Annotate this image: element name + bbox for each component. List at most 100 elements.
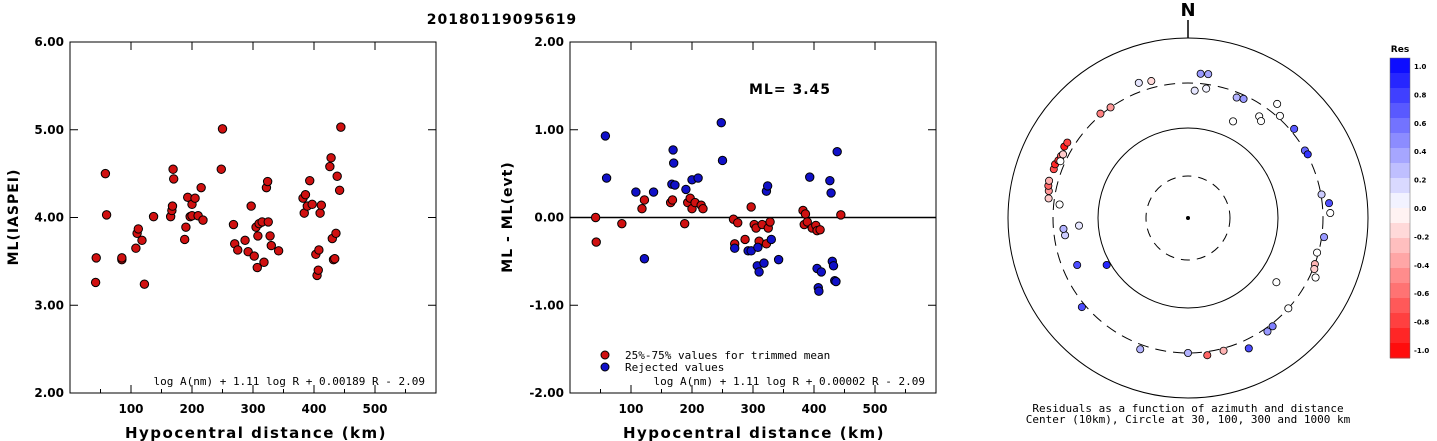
- epicenter-marker: [1186, 216, 1190, 220]
- station-point: [1055, 200, 1064, 209]
- station-point: [1134, 78, 1143, 87]
- residual-vs-distance-plot: 100 200 300 400 500 -2.00 -1.00 0.00 1.00 2.00 ML…: [500, 35, 937, 441]
- y-tick-label: 6.00: [34, 35, 64, 49]
- colorbar-frame: [1389, 57, 1411, 359]
- data-point: [259, 257, 269, 267]
- data-point: [313, 265, 323, 275]
- colorbar-cell: [1390, 343, 1410, 359]
- station-point: [1219, 346, 1228, 355]
- data-point: [167, 201, 178, 211]
- data-point: [131, 243, 141, 253]
- data-point: [262, 176, 273, 187]
- station-point: [1063, 138, 1072, 147]
- figure-title: 20180119095619: [427, 12, 577, 28]
- y-axis-label: ML(IASPEI): [6, 169, 22, 266]
- data-point: [216, 164, 226, 174]
- data-point: [273, 246, 284, 256]
- station-point: [1311, 273, 1320, 282]
- data-point: [300, 189, 311, 200]
- station-point: [1303, 150, 1312, 159]
- station-point: [1244, 344, 1253, 353]
- colorbar-cell: [1390, 73, 1410, 89]
- station-point: [1239, 94, 1248, 103]
- x-tick-label: 300: [740, 402, 765, 416]
- data-point: [816, 267, 827, 277]
- data-point: [826, 188, 836, 198]
- colorbar-cell: [1390, 163, 1410, 179]
- data-point: [800, 209, 811, 219]
- station-point: [1202, 84, 1211, 93]
- colorbar-tick-label: -0.8: [1414, 319, 1429, 327]
- station-point: [1044, 194, 1053, 203]
- data-point: [334, 185, 345, 195]
- data-point: [836, 210, 846, 220]
- data-point: [762, 181, 773, 191]
- data-point: [169, 174, 179, 184]
- x-tick-label: 100: [618, 402, 643, 416]
- data-point: [240, 235, 250, 246]
- station-point: [1272, 278, 1281, 287]
- ring-100km: [1097, 127, 1279, 309]
- azimuth-residual-plot: N Residuals as a function of azimuth and…: [1007, 0, 1369, 426]
- plot-frame: [69, 41, 437, 394]
- data-point: [181, 222, 191, 232]
- data-point: [639, 254, 650, 264]
- data-point: [740, 234, 750, 245]
- station-point: [1059, 224, 1068, 233]
- station-point: [1268, 322, 1277, 331]
- x-tick-label: 400: [301, 402, 326, 416]
- station-point: [1263, 327, 1272, 336]
- data-point: [228, 219, 239, 230]
- data-point: [746, 202, 756, 212]
- data-point: [179, 234, 190, 245]
- y-tick-label: 2.00: [534, 35, 564, 49]
- colorbar-cell: [1390, 253, 1410, 269]
- colorbar-tick-label: -0.4: [1414, 262, 1429, 270]
- colorbar-cell: [1390, 58, 1410, 74]
- legend-label-trimmed: 25%-75% values for trimmed mean: [625, 349, 830, 362]
- colorbar-tick-label: 0.4: [1414, 148, 1427, 156]
- residual-colorbar: Res 1.0 0.8 0.6 0.4 0.2 0.0 -0.2 -0.4 -0.6 -0.8 -1…: [1389, 45, 1429, 359]
- data-point: [681, 184, 691, 195]
- ml-value-label: ML= 3.45: [749, 82, 831, 98]
- north-label: N: [1180, 0, 1195, 21]
- station-point: [1290, 124, 1299, 133]
- data-point: [802, 217, 812, 227]
- station-point: [1275, 111, 1284, 120]
- data-point: [831, 276, 841, 287]
- x-tick-label: 200: [179, 402, 204, 416]
- station-point: [1056, 157, 1065, 166]
- colorbar-title: Res: [1391, 45, 1409, 55]
- data-point: [667, 195, 678, 205]
- data-point: [648, 187, 659, 197]
- data-point: [246, 201, 256, 211]
- x-tick-label: 500: [362, 402, 387, 416]
- y-axis-label: ML - ML(evt): [500, 161, 516, 272]
- data-point: [639, 195, 650, 205]
- data-point: [805, 172, 815, 182]
- station-point: [1045, 176, 1054, 185]
- data-point: [832, 146, 842, 157]
- station-point: [1310, 265, 1319, 274]
- data-point: [754, 267, 764, 277]
- data-point: [631, 187, 641, 197]
- colorbar-cell: [1390, 223, 1410, 239]
- data-point: [133, 224, 144, 234]
- data-point: [252, 262, 262, 273]
- y-tick-label: -2.00: [529, 386, 564, 400]
- colorbar-cell: [1390, 178, 1410, 194]
- magnitude-vs-distance-plot: 100 200 300 400 500 2.00 3.00 4.00 5.00 6.00 Hypo…: [6, 35, 437, 441]
- x-tick-label: 400: [801, 402, 826, 416]
- station-point: [1075, 221, 1084, 230]
- polar-caption-line2: Center (10km), Circle at 30, 100, 300 an…: [1026, 413, 1351, 426]
- data-point: [330, 254, 340, 264]
- station-point: [1203, 351, 1212, 360]
- station-point: [1106, 103, 1115, 112]
- data-point: [249, 251, 259, 261]
- station-point: [1190, 86, 1199, 95]
- data-point: [101, 210, 112, 220]
- x-axis-label: Hypocentral distance (km): [623, 424, 885, 441]
- station-point: [1320, 233, 1329, 242]
- data-point: [815, 225, 825, 235]
